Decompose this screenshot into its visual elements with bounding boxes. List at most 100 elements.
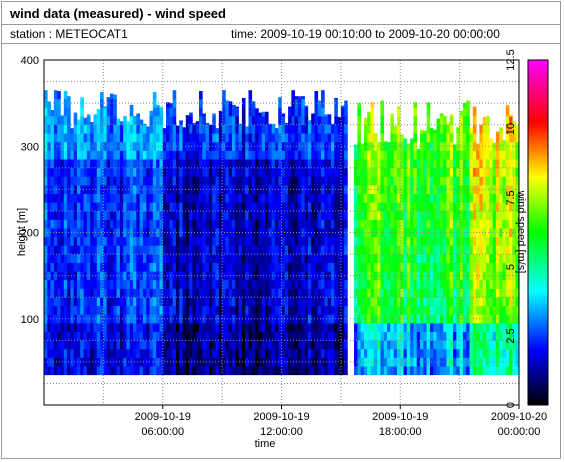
heatmap-cell: [106, 279, 111, 289]
heatmap-cell: [139, 236, 144, 246]
heatmap-cell: [502, 357, 507, 367]
heatmap-cell: [502, 202, 507, 212]
heatmap-cell: [222, 305, 226, 315]
heatmap-cell: [90, 340, 94, 350]
heatmap-cell: [489, 202, 493, 212]
heatmap-cell: [53, 340, 58, 350]
heatmap-cell: [449, 254, 454, 263]
heatmap-cell: [314, 91, 319, 100]
heatmap-cell: [502, 219, 507, 229]
heatmap-cell: [245, 202, 249, 212]
heatmap-cell: [416, 159, 421, 169]
heatmap-cell: [146, 228, 150, 238]
heatmap-cell: [499, 167, 503, 177]
heatmap-cell: [383, 288, 388, 298]
heatmap-cell: [156, 219, 160, 229]
heatmap-cell: [396, 366, 401, 376]
heatmap-cell: [400, 202, 404, 212]
heatmap-cell: [321, 314, 325, 324]
heatmap-cell: [156, 331, 160, 341]
heatmap-cell: [172, 279, 177, 289]
heatmap-cell: [205, 167, 210, 177]
heatmap-cell: [304, 331, 309, 341]
heatmap-cell: [436, 262, 441, 272]
heatmap-cell: [363, 254, 368, 263]
heatmap-cell: [466, 150, 470, 160]
heatmap-cell: [446, 193, 451, 203]
heatmap-cell: [466, 228, 470, 238]
heatmap-cell: [321, 167, 325, 177]
heatmap-cell: [337, 219, 342, 229]
heatmap-cell: [314, 271, 319, 281]
heatmap-cell: [476, 210, 480, 220]
heatmap-cell: [67, 116, 71, 125]
heatmap-cell: [472, 159, 477, 169]
heatmap-cell: [50, 279, 55, 289]
heatmap-cell: [446, 202, 451, 212]
heatmap-cell: [103, 176, 107, 186]
heatmap-cell: [367, 236, 371, 246]
heatmap-cell: [406, 288, 411, 298]
heatmap-cell: [129, 340, 134, 350]
heatmap-cell: [251, 331, 256, 341]
heatmap-cell: [317, 366, 322, 376]
heatmap-cell: [265, 236, 269, 246]
heatmap-cell: [383, 141, 388, 151]
heatmap-cell: [265, 323, 269, 332]
heatmap-cell: [281, 210, 286, 220]
heatmap-cell: [205, 262, 210, 272]
heatmap-cell: [367, 141, 371, 151]
heatmap-cell: [446, 185, 451, 194]
heatmap-cell: [482, 159, 487, 169]
heatmap-cell: [261, 111, 266, 117]
heatmap-cell: [344, 297, 348, 307]
heatmap-cell: [215, 271, 220, 281]
heatmap-cell: [80, 262, 84, 272]
heatmap-cell: [377, 185, 381, 194]
heatmap-cell: [278, 219, 282, 229]
heatmap-cell: [100, 150, 104, 160]
heatmap-cell: [202, 116, 206, 125]
heatmap-cell: [133, 288, 137, 298]
heatmap-cell: [271, 124, 276, 134]
heatmap-cell: [60, 236, 65, 246]
heatmap-cell: [248, 219, 253, 229]
heatmap-cell: [462, 254, 467, 263]
heatmap-cell: [367, 288, 371, 298]
heatmap-cell: [291, 236, 295, 246]
heatmap-cell: [486, 314, 490, 324]
heatmap-cell: [152, 159, 157, 169]
heatmap-cell: [502, 366, 507, 376]
heatmap-cell: [420, 297, 424, 307]
heatmap-cell: [436, 202, 441, 212]
heatmap-cell: [370, 245, 375, 255]
heatmap-cell: [344, 141, 348, 151]
heatmap-cell: [185, 348, 190, 358]
heatmap-cell: [205, 323, 210, 332]
heatmap-cell: [314, 150, 319, 160]
heatmap-cell: [119, 185, 124, 194]
heatmap-cell: [449, 340, 454, 350]
heatmap-cell: [281, 176, 286, 186]
heatmap-cell: [307, 236, 312, 246]
heatmap-cell: [248, 279, 253, 289]
heatmap-cell: [50, 314, 55, 324]
heatmap-cell: [258, 167, 263, 177]
heatmap-cell: [410, 357, 414, 367]
heatmap-cell: [505, 340, 510, 350]
heatmap-cell: [288, 116, 292, 125]
heatmap-cell: [284, 340, 289, 350]
heatmap-cell: [373, 236, 378, 246]
heatmap-cell: [93, 219, 98, 229]
heatmap-cell: [215, 254, 220, 263]
heatmap-cell: [129, 219, 134, 229]
heatmap-cell: [80, 366, 84, 376]
heatmap-cell: [70, 340, 74, 350]
heatmap-cell: [271, 254, 276, 263]
heatmap-cell: [255, 210, 259, 220]
heatmap-cell: [472, 219, 477, 229]
heatmap-cell: [456, 202, 460, 212]
heatmap-cell: [83, 202, 88, 212]
heatmap-cell: [436, 357, 441, 367]
heatmap-cell: [199, 305, 203, 315]
